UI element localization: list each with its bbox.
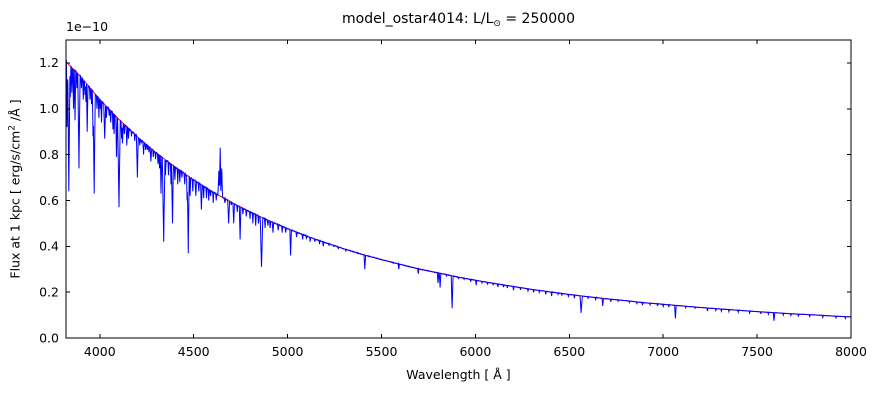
solar-symbol: ⊙ [493,19,501,29]
x-tick-label: 5500 [366,344,398,359]
x-tick-label: 4000 [84,344,116,359]
x-tick-label: 8000 [835,344,867,359]
y-axis-label: Flux at 1 kpc [ erg/s/cm2 /Å ] [7,99,23,279]
x-tick-label: 7000 [647,344,679,359]
y-tick-label: 1.2 [39,55,59,70]
plot-title-text: model_ostar4014: L/L [341,11,494,27]
y-tick-label: 0.0 [39,330,59,345]
x-tick-label: 7500 [741,344,773,359]
plot-title: model_ostar4014: L/L⊙ = 250000 [66,11,851,29]
x-axis-label: Wavelength [ Å ] [406,367,511,382]
x-tick-label: 4500 [178,344,210,359]
plot-title-value: = 250000 [500,11,575,27]
x-tick-label: 6500 [553,344,585,359]
x-tick-label: 5000 [272,344,304,359]
y-tick-label: 1.0 [39,101,59,116]
plot-border [65,39,852,339]
y-tick-label: 0.4 [39,239,59,254]
x-tick-label: 6000 [459,344,491,359]
y-tick-label: 0.6 [39,193,59,208]
y-tick-label: 0.8 [39,147,59,162]
y-axis-offset-label: 1e−10 [66,19,109,34]
spectrum-line [65,59,852,321]
y-tick-label: 0.2 [39,284,59,299]
